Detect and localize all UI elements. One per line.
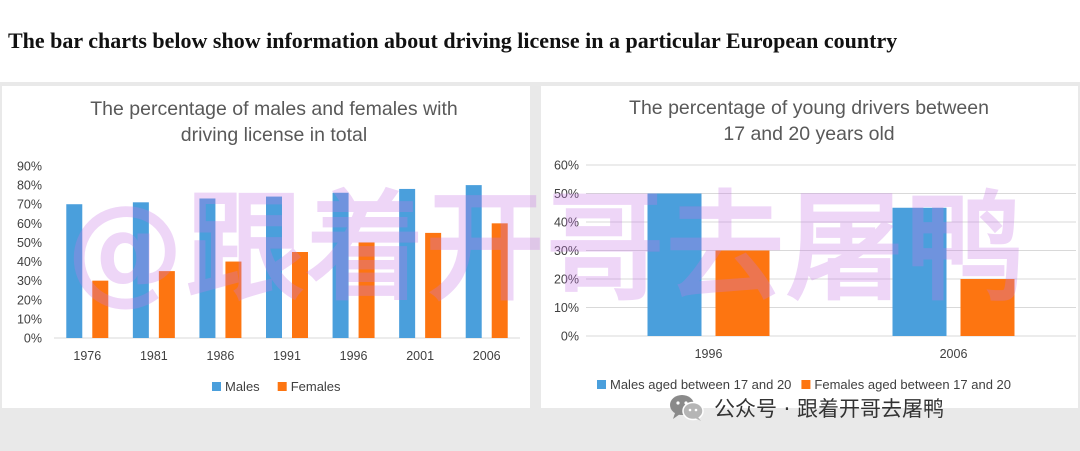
x-tick-label: 2001 [406, 349, 434, 363]
legend-swatch [801, 380, 811, 389]
y-tick-label: 70% [17, 198, 42, 212]
bar-males [399, 188, 416, 338]
bar-males [892, 207, 947, 336]
x-tick-label: 1996 [695, 347, 723, 361]
y-tick-label: 10% [17, 312, 42, 326]
bar-males [132, 202, 149, 338]
chart-title-line: The percentage of males and females with [90, 98, 457, 120]
x-tick-label: 1976 [73, 349, 101, 363]
y-tick-label: 0% [561, 330, 579, 344]
y-tick-label: 80% [17, 179, 42, 193]
y-tick-label: 0% [24, 332, 42, 346]
x-tick-label: 1981 [140, 349, 168, 363]
bar-males [465, 185, 482, 338]
y-tick-label: 50% [17, 236, 42, 250]
header: The bar charts below show information ab… [0, 0, 1080, 82]
legend-swatch [597, 380, 606, 389]
y-tick-label: 50% [554, 187, 579, 201]
legend-swatch [277, 382, 287, 391]
bar-males [66, 204, 83, 338]
bar-females [225, 261, 242, 338]
y-tick-label: 20% [554, 273, 579, 287]
bar-females [158, 271, 175, 338]
bar-males [647, 193, 702, 336]
x-tick-label: 2006 [940, 347, 968, 361]
page-title: The bar charts below show information ab… [8, 28, 898, 53]
bar-males [199, 198, 216, 338]
chart-license-total: The percentage of males and females with… [17, 98, 520, 394]
chart-title-line: The percentage of young drivers between [629, 97, 989, 119]
y-tick-label: 60% [17, 217, 42, 231]
y-tick-label: 10% [554, 301, 579, 315]
bar-males [266, 196, 282, 338]
x-tick-label: 1991 [273, 349, 301, 363]
legend-swatch [212, 382, 221, 391]
bar-females [715, 250, 770, 336]
y-tick-label: 40% [17, 255, 42, 269]
x-tick-label: 1986 [207, 349, 235, 363]
wechat-icon [670, 395, 704, 421]
bar-females [358, 242, 375, 338]
chart-panel-young: The percentage of young drivers between 1… [541, 86, 1078, 408]
y-tick-label: 20% [17, 293, 42, 307]
footer-account: 公众号 · 跟着开哥去屠鸭 [668, 391, 944, 425]
legend-label: Females [291, 379, 341, 394]
chart-young-drivers: The percentage of young drivers between 1… [554, 97, 1076, 392]
bar-females [491, 223, 508, 338]
chart-title-line: 17 and 20 years old [723, 123, 894, 145]
y-tick-label: 90% [17, 160, 42, 174]
y-tick-label: 30% [17, 274, 42, 288]
legend-label: Females aged between 17 and 20 [814, 377, 1011, 392]
bar-females [92, 280, 109, 338]
y-tick-label: 40% [554, 216, 579, 230]
y-tick-label: 30% [554, 244, 579, 258]
bar-males [332, 192, 349, 338]
chart-title-line: driving license in total [181, 124, 367, 146]
legend-label: Males aged between 17 and 20 [610, 377, 791, 392]
bar-females [960, 279, 1015, 336]
bar-females [292, 252, 308, 338]
x-tick-label: 2006 [473, 349, 501, 363]
bar-females [425, 232, 442, 338]
y-tick-label: 60% [554, 159, 579, 173]
chart-panel-total: The percentage of males and females with… [2, 86, 530, 408]
legend-label: Males [225, 379, 260, 394]
footer-text: 公众号 · 跟着开哥去屠鸭 [714, 397, 945, 421]
x-tick-label: 1996 [340, 349, 368, 363]
